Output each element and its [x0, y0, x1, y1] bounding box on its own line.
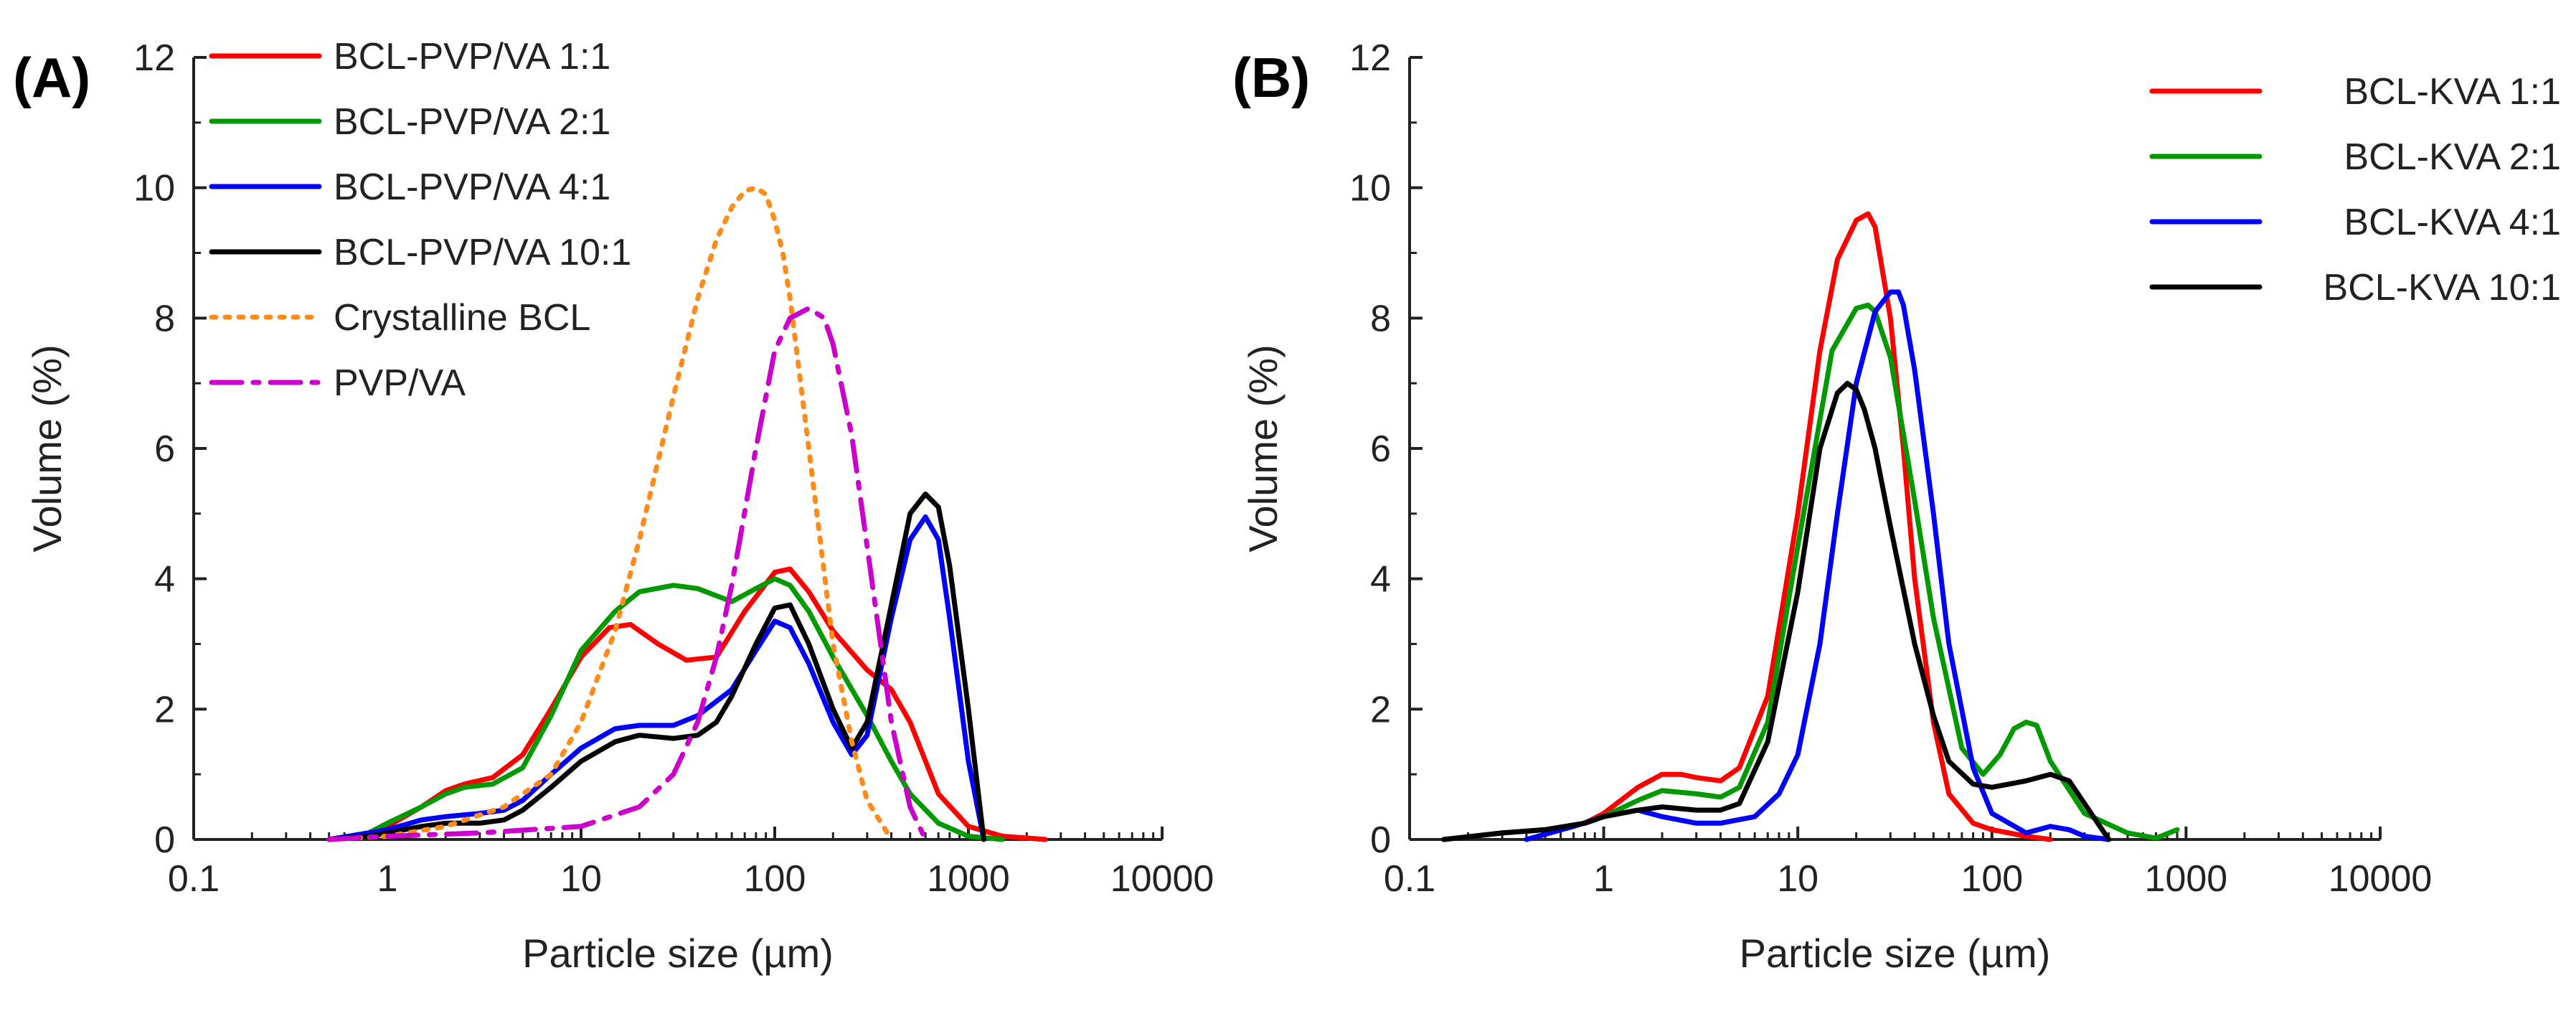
series-line [1441, 380, 2112, 842]
x-tick-label: 10000 [1110, 858, 1214, 900]
x-tick-label: 0.1 [168, 858, 220, 900]
y-axis-title: Volume (%) [1240, 344, 1285, 552]
x-tick-label: 1000 [2145, 858, 2228, 900]
panel-a: (A) 0 2 4 6 8 10 12 0.1 1 10 100 1000 10000 Particle s… [13, 36, 1214, 976]
panel-b: (B) 0 2 4 6 8 10 12 0.1 1 10 100 1000 10000 Particle s… [1232, 37, 2561, 976]
panel-label: (A) [13, 46, 90, 109]
legend-label: BCL-KVA 2:1 [2344, 136, 2561, 178]
legend-label: BCL-PVP/VA 1:1 [334, 36, 610, 77]
y-tick-label: 12 [1349, 37, 1391, 79]
legend-label: BCL-PVP/VA 10:1 [334, 232, 631, 273]
series-line [326, 514, 986, 842]
x-tick-label: 100 [744, 858, 806, 900]
y-tick-label: 0 [1370, 819, 1391, 861]
series-line [326, 491, 986, 842]
x-tick-label: 10 [1777, 858, 1818, 900]
legend-label: BCL-PVP/VA 2:1 [334, 101, 610, 143]
y-tick-label: 4 [154, 559, 175, 601]
x-tick-label: 1 [1593, 858, 1614, 900]
y-tick-label: 4 [1370, 559, 1391, 601]
y-axis-title: Volume (%) [24, 344, 70, 552]
legend-label: BCL-KVA 10:1 [2323, 267, 2561, 309]
legend-label: BCL-KVA 1:1 [2344, 71, 2561, 113]
y-tick-label: 12 [133, 37, 175, 79]
x-tick-label: 10 [560, 858, 602, 900]
y-tick-label: 2 [154, 689, 175, 730]
x-axis-title: Particle size (µm) [1740, 931, 2051, 976]
y-tick-label: 0 [154, 819, 175, 861]
x-tick-label: 10000 [2329, 858, 2433, 900]
legend: BCL-PVP/VA 1:1 BCL-PVP/VA 2:1 BCL-PVP/VA 4… [209, 36, 631, 404]
x-tick-label: 0.1 [1384, 858, 1435, 900]
series-line [326, 576, 1005, 842]
legend-label: BCL-PVP/VA 4:1 [334, 166, 610, 208]
series-line [1441, 211, 2053, 842]
legend-label: BCL-KVA 4:1 [2344, 202, 2561, 243]
series-line [326, 566, 1048, 842]
legend: BCL-KVA 1:1 BCL-KVA 2:1 BCL-KVA 4:1 BCL-KVA… [2149, 71, 2561, 309]
y-tick-label: 8 [1370, 298, 1391, 339]
x-axis-title: Particle size (µm) [522, 931, 834, 976]
y-tick-label: 6 [154, 428, 175, 470]
y-tick-label: 6 [1370, 428, 1391, 470]
x-tick-label: 1 [377, 858, 398, 900]
series-line [326, 306, 928, 842]
series-line [326, 185, 895, 842]
legend-label: Crystalline BCL [334, 297, 590, 339]
y-tick-label: 8 [154, 298, 175, 339]
panel-label: (B) [1232, 46, 1310, 109]
legend-label: PVP/VA [334, 362, 466, 404]
series-line [1524, 289, 2112, 842]
y-tick-label: 10 [133, 168, 175, 210]
y-tick-label: 10 [1349, 168, 1391, 210]
series-line [1441, 302, 2180, 842]
y-tick-label: 2 [1370, 689, 1391, 730]
x-tick-label: 1000 [927, 858, 1010, 900]
x-tick-label: 100 [1961, 858, 2023, 900]
